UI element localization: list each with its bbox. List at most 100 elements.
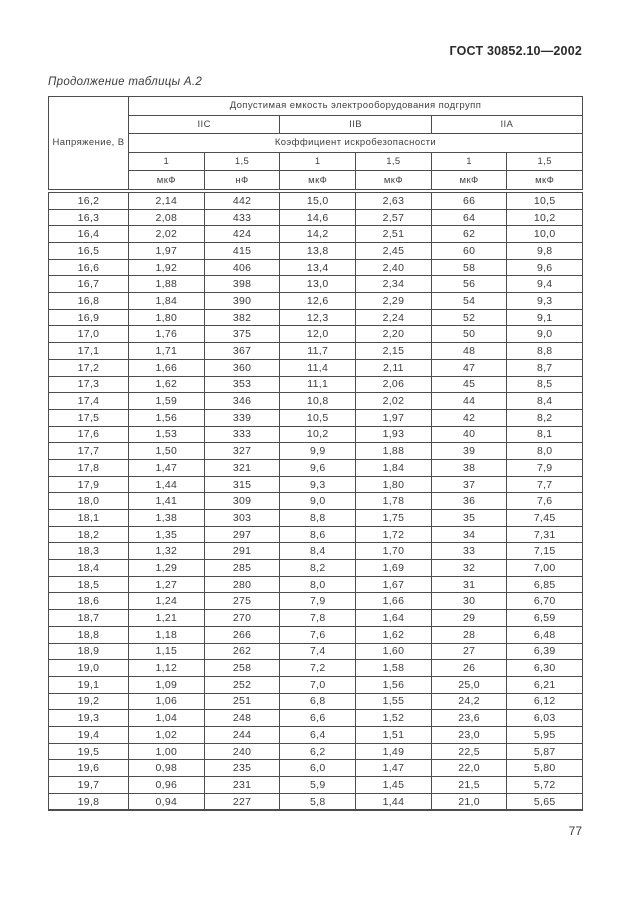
- table-cell: 5,72: [506, 776, 583, 794]
- table-cell: 2,06: [355, 375, 432, 394]
- coefficient-value: 1: [430, 151, 508, 172]
- table-row: 19,2 1,06 251 6,8 1,55 24,2 6,12: [48, 692, 583, 711]
- table-row: 18,2 1,35 297 8,6 1,72 34 7,31: [48, 525, 583, 544]
- table-cell: 12,0: [279, 325, 357, 344]
- table-cell: 1,27: [128, 575, 205, 594]
- table-cell: 1,69: [355, 559, 432, 577]
- group-header-iic: IIC: [127, 114, 281, 135]
- table-cell: 1,97: [128, 242, 205, 260]
- table-cell: 7,45: [506, 509, 583, 527]
- table-cell: 6,30: [506, 659, 583, 677]
- table-cell: 11,1: [279, 375, 357, 394]
- table-row: 18,0 1,41 309 9,0 1,78 36 7,6: [48, 492, 583, 511]
- table-cell: 17,0: [48, 325, 129, 344]
- table-cell: 1,06: [128, 692, 205, 711]
- table-cell: 7,15: [506, 542, 583, 561]
- table-cell: 11,4: [279, 358, 357, 377]
- table-cell: 17,8: [48, 458, 129, 477]
- table-row: 16,9 1,80 382 12,3 2,24 52 9,1: [48, 308, 583, 327]
- table-cell: 29: [430, 609, 508, 627]
- table-cell: 19,6: [48, 759, 129, 778]
- table-cell: 16,2: [48, 190, 129, 210]
- table-cell: 235: [203, 759, 281, 778]
- table-cell: 7,6: [279, 625, 357, 644]
- table-cell: 406: [203, 258, 281, 277]
- table-cell: 2,08: [128, 208, 205, 227]
- table-row: 19,7 0,96 231 5,9 1,45 21,5 5,72: [48, 776, 583, 794]
- table-cell: 26: [430, 659, 508, 677]
- coefficient-value: 1,5: [355, 151, 432, 172]
- table-cell: 2,11: [355, 358, 432, 377]
- table-row: 16,7 1,88 398 13,0 2,34 56 9,4: [48, 275, 583, 294]
- table-cell: 244: [203, 725, 281, 744]
- table-cell: 1,59: [128, 392, 205, 410]
- table-cell: 285: [203, 559, 281, 577]
- table-cell: 18,2: [48, 525, 129, 544]
- table-cell: 17,2: [48, 358, 129, 377]
- coefficient-value: 1: [128, 151, 205, 172]
- table-cell: 1,67: [355, 575, 432, 594]
- table-row: 16,2 2,14 442 15,0 2,63 66 10,5: [48, 190, 583, 210]
- table-cell: 16,9: [48, 308, 129, 327]
- table-cell: 62: [430, 225, 508, 244]
- table-row: 19,3 1,04 248 6,6 1,52 23,6 6,03: [48, 709, 583, 727]
- table-cell: 1,84: [128, 292, 205, 310]
- table-cell: 2,51: [355, 225, 432, 244]
- table-cell: 8,0: [279, 575, 357, 594]
- table-cell: 6,12: [506, 692, 583, 711]
- table-cell: 16,7: [48, 275, 129, 294]
- table-cell: 353: [203, 375, 281, 394]
- table-cell: 9,6: [506, 258, 583, 277]
- table-cell: 2,63: [355, 190, 432, 210]
- table-cell: 5,87: [506, 742, 583, 761]
- table-cell: 6,8: [279, 692, 357, 711]
- table-cell: 34: [430, 525, 508, 544]
- table-cell: 1,00: [128, 742, 205, 761]
- table-cell: 2,57: [355, 208, 432, 227]
- table-cell: 8,8: [279, 509, 357, 527]
- table-cell: 315: [203, 475, 281, 494]
- table-cell: 1,78: [355, 492, 432, 511]
- table-row: 16,4 2,02 424 14,2 2,51 62 10,0: [48, 225, 583, 244]
- table-cell: 32: [430, 559, 508, 577]
- table-cell: 18,6: [48, 592, 129, 611]
- table-cell: 17,3: [48, 375, 129, 394]
- table-row: 16,5 1,97 415 13,8 2,45 60 9,8: [48, 242, 583, 260]
- table-cell: 17,9: [48, 475, 129, 494]
- table-cell: 1,24: [128, 592, 205, 611]
- table-cell: 19,7: [48, 776, 129, 794]
- table-cell: 1,02: [128, 725, 205, 744]
- table-cell: 1,71: [128, 342, 205, 360]
- table-cell: 1,50: [128, 442, 205, 460]
- table-cell: 44: [430, 392, 508, 410]
- table-cell: 7,8: [279, 609, 357, 627]
- table-cell: 1,84: [355, 458, 432, 477]
- table-cell: 2,24: [355, 308, 432, 327]
- table-body: 16,2 2,14 442 15,0 2,63 66 10,5 16,3 2,08 433 14,6…: [48, 190, 583, 811]
- table-cell: 297: [203, 525, 281, 544]
- table-cell: 16,5: [48, 242, 129, 260]
- table-cell: 30: [430, 592, 508, 611]
- table-row: 17,6 1,53 333 10,2 1,93 40 8,1: [48, 425, 583, 444]
- table-cell: 390: [203, 292, 281, 310]
- table-cell: 9,3: [279, 475, 357, 494]
- table-cell: 22,5: [430, 742, 508, 761]
- table-cell: 38: [430, 458, 508, 477]
- table-cell: 22,0: [430, 759, 508, 778]
- table-cell: 280: [203, 575, 281, 594]
- table-cell: 2,14: [128, 190, 205, 210]
- table-cell: 333: [203, 425, 281, 444]
- table-cell: 1,41: [128, 492, 205, 511]
- table-cell: 17,5: [48, 408, 129, 427]
- table-cell: 1,64: [355, 609, 432, 627]
- table-cell: 8,6: [279, 525, 357, 544]
- table-cell: 367: [203, 342, 281, 360]
- table-cell: 1,97: [355, 408, 432, 427]
- table-cell: 1,93: [355, 425, 432, 444]
- table-cell: 1,66: [355, 592, 432, 611]
- table-cell: 18,3: [48, 542, 129, 561]
- table-cell: 251: [203, 692, 281, 711]
- table-cell: 7,9: [506, 458, 583, 477]
- table-cell: 50: [430, 325, 508, 344]
- table-cell: 31: [430, 575, 508, 594]
